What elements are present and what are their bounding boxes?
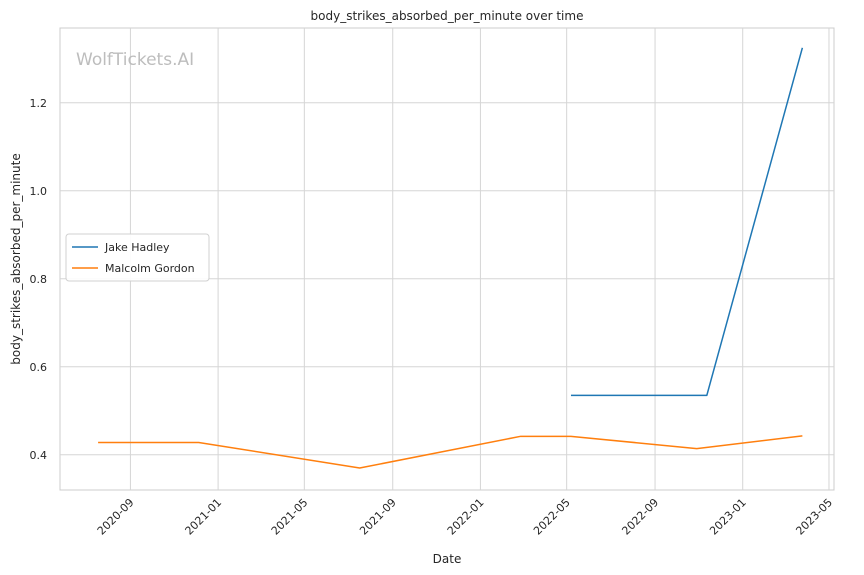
x-tick-labels: 2020-09 2021-01 2021-05 2021-09 2022-01 2022-… <box>95 496 835 538</box>
x-tick-label: 2022-05 <box>531 496 573 538</box>
y-axis-label: body_strikes_absorbed_per_minute <box>9 153 23 364</box>
x-tick-label: 2023-01 <box>707 496 749 538</box>
y-tick-label: 0.4 <box>30 449 48 462</box>
y-tick-labels: 0.4 0.6 0.8 1.0 1.2 <box>30 97 48 462</box>
x-tick-label: 2021-05 <box>269 496 311 538</box>
y-tick-label: 0.8 <box>30 273 48 286</box>
chart-title: body_strikes_absorbed_per_minute over ti… <box>311 9 584 23</box>
grid <box>60 28 834 490</box>
x-axis-label: Date <box>433 552 462 566</box>
x-tick-label: 2021-09 <box>357 496 399 538</box>
x-tick-label: 2022-01 <box>445 496 487 538</box>
x-tick-label: 2022-09 <box>619 496 661 538</box>
watermark: WolfTickets.AI <box>76 50 194 70</box>
legend-box <box>65 233 210 282</box>
x-tick-label: 2020-09 <box>95 496 137 538</box>
y-tick-label: 1.0 <box>30 185 48 198</box>
legend-label-malcolm-gordon: Malcolm Gordon <box>105 262 195 275</box>
series-layer <box>98 47 804 469</box>
legend: Jake Hadley Malcolm Gordon <box>65 233 210 282</box>
x-tick-label: 2023-05 <box>793 496 835 538</box>
y-tick-label: 0.6 <box>30 361 48 374</box>
y-tick-label: 1.2 <box>30 97 48 110</box>
legend-label-jake-hadley: Jake Hadley <box>104 241 170 254</box>
x-tick-label: 2021-01 <box>183 496 225 538</box>
